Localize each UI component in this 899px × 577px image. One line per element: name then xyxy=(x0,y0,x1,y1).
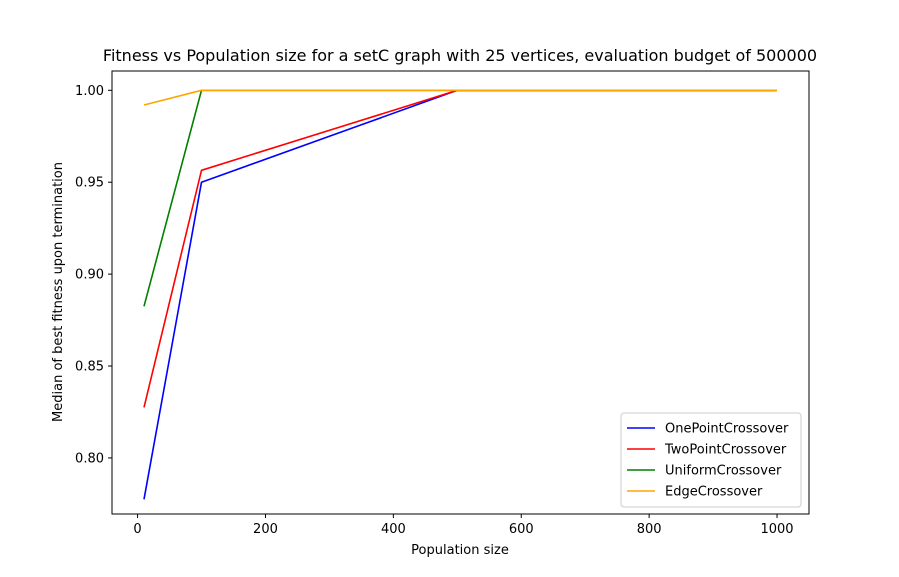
axes-frame xyxy=(111,70,810,515)
chart-title: Fitness vs Population size for a setC gr… xyxy=(103,46,817,65)
legend-box xyxy=(620,412,802,508)
plot-area xyxy=(143,89,777,500)
x-tick-label: 200 xyxy=(253,522,278,537)
y-tick-label: 0.90 xyxy=(75,268,104,283)
x-tick-label: 400 xyxy=(381,522,406,537)
x-tick-label: 0 xyxy=(133,522,141,537)
legend-label: UniformCrossover xyxy=(665,464,782,479)
y-tick-label: 0.95 xyxy=(75,176,104,191)
x-tick-label: 800 xyxy=(637,522,662,537)
series-line-edgecrossover xyxy=(143,89,777,106)
legend: OnePointCrossover TwoPointCrossover Unifor… xyxy=(620,412,802,508)
legend-label: OnePointCrossover xyxy=(665,422,789,437)
series-line-twopointcrossover xyxy=(143,89,777,408)
y-axis-ticks: 0.80 0.85 0.90 0.95 1.00 xyxy=(75,84,112,466)
legend-label: EdgeCrossover xyxy=(665,485,763,500)
series-line-uniformcrossover xyxy=(143,89,777,307)
y-axis-label: Median of best fitness upon termination xyxy=(51,162,66,422)
x-axis-label: Population size xyxy=(411,543,509,558)
y-tick-label: 1.00 xyxy=(75,84,104,99)
x-tick-label: 600 xyxy=(509,522,534,537)
legend-label: TwoPointCrossover xyxy=(664,443,787,458)
x-tick-label: 1000 xyxy=(760,522,793,537)
y-tick-label: 0.85 xyxy=(75,360,104,375)
y-tick-label: 0.80 xyxy=(75,451,104,466)
x-axis-ticks: 0 200 400 600 800 1000 xyxy=(133,514,794,537)
